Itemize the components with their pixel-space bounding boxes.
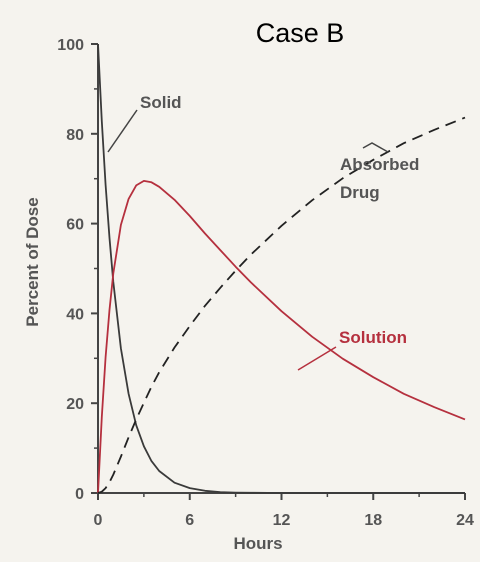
annotation-solution: Solution [339,328,407,347]
leader-absorbed-drug [362,142,389,153]
annotation-absorbed: Absorbed [340,155,419,174]
x-axis-label: Hours [233,534,282,553]
x-tick-label: 0 [94,512,103,529]
series-line-solution [97,179,466,494]
series-line-absorbed-drug [97,116,466,494]
axis-ticks: 0 20 40 60 80 100 0 6 12 18 24 [57,37,474,529]
y-tick-label: 20 [66,396,84,413]
x-tick-label: 12 [273,512,291,529]
annotation-solid: Solid [140,93,182,112]
annotation-drug: Drug [340,183,380,202]
x-tick-label: 24 [456,512,474,529]
annotation-leaders [107,109,389,371]
chart-title: Case B [256,18,345,48]
y-axis-label: Percent of Dose [23,197,42,326]
y-tick-label: 40 [66,306,84,323]
series-layer [97,43,466,494]
x-tick-label: 6 [185,512,194,529]
y-tick-label: 80 [66,127,84,144]
y-tick-label: 100 [57,37,84,54]
x-tick-label: 18 [364,512,382,529]
leader-solid [107,109,138,153]
y-tick-label: 60 [66,217,84,234]
leader-solution [297,346,337,371]
y-tick-label: 0 [75,486,84,503]
